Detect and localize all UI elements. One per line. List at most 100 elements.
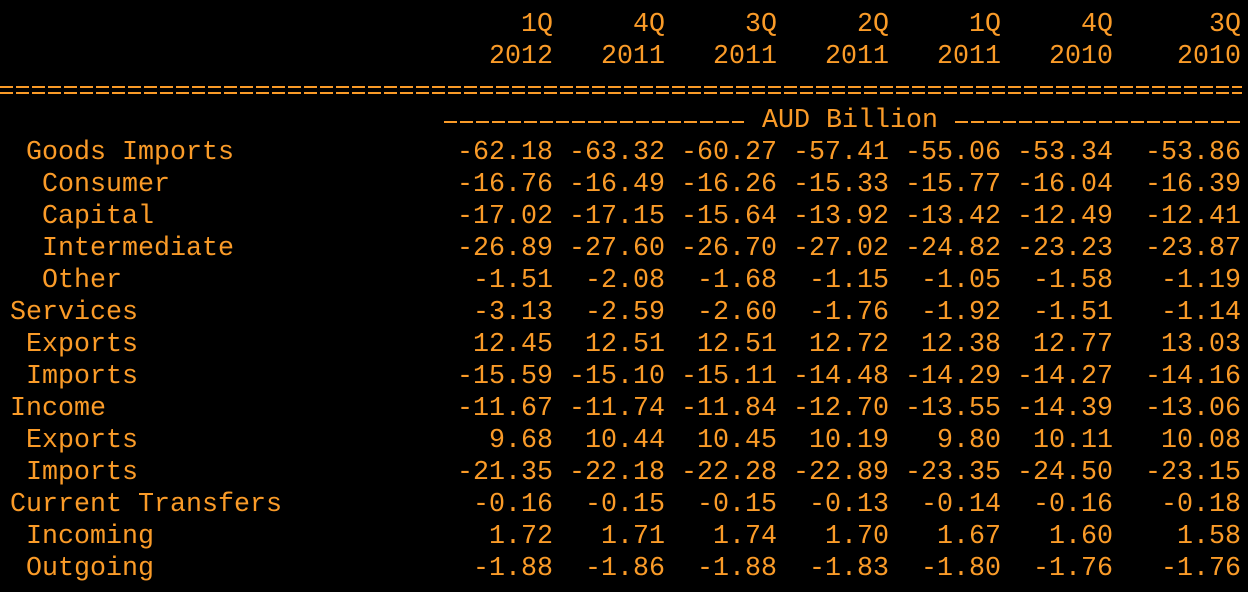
cell-value: -55.06 <box>905 138 1001 168</box>
cell-value: -1.51 <box>473 266 553 296</box>
cell-value: -0.15 <box>697 490 777 520</box>
cell-value: -0.18 <box>1161 490 1241 520</box>
cell-value: -26.70 <box>681 234 777 264</box>
cell-value: -23.15 <box>1145 458 1241 488</box>
double-rule <box>0 86 1242 88</box>
cell-value: -3.13 <box>473 298 553 328</box>
row-label: Incoming <box>26 522 154 552</box>
cell-value: -1.92 <box>921 298 1001 328</box>
cell-value: -1.76 <box>1161 554 1241 584</box>
cell-value: 9.68 <box>489 426 553 456</box>
cell-value: -27.60 <box>569 234 665 264</box>
row-label: Outgoing <box>26 554 154 584</box>
row-label: Imports <box>26 362 138 392</box>
cell-value: -60.27 <box>681 138 777 168</box>
cell-value: -1.05 <box>921 266 1001 296</box>
row-label: Current Transfers <box>10 490 282 520</box>
cell-value: -23.35 <box>905 458 1001 488</box>
cell-value: 1.71 <box>601 522 665 552</box>
cell-value: -62.18 <box>457 138 553 168</box>
column-quarter: 4Q <box>1081 10 1113 40</box>
double-rule <box>0 92 1242 94</box>
cell-value: -22.28 <box>681 458 777 488</box>
cell-value: -11.84 <box>681 394 777 424</box>
cell-value: -0.14 <box>921 490 1001 520</box>
column-quarter: 1Q <box>969 10 1001 40</box>
cell-value: -1.15 <box>809 266 889 296</box>
cell-value: 1.67 <box>937 522 1001 552</box>
cell-value: -11.74 <box>569 394 665 424</box>
cell-value: -12.49 <box>1017 202 1113 232</box>
column-quarter: 1Q <box>521 10 553 40</box>
cell-value: -1.51 <box>1033 298 1113 328</box>
cell-value: -15.59 <box>457 362 553 392</box>
row-label: Imports <box>26 458 138 488</box>
cell-value: -13.92 <box>793 202 889 232</box>
cell-value: -0.16 <box>473 490 553 520</box>
cell-value: 12.72 <box>809 330 889 360</box>
row-label: Capital <box>42 202 154 232</box>
cell-value: -53.86 <box>1145 138 1241 168</box>
cell-value: -14.29 <box>905 362 1001 392</box>
cell-value: -16.26 <box>681 170 777 200</box>
cell-value: -17.02 <box>457 202 553 232</box>
cell-value: -15.77 <box>905 170 1001 200</box>
cell-value: -14.16 <box>1145 362 1241 392</box>
unit-label: AUD Billion <box>762 106 938 136</box>
cell-value: -14.27 <box>1017 362 1113 392</box>
cell-value: -13.42 <box>905 202 1001 232</box>
cell-value: 10.44 <box>585 426 665 456</box>
column-quarter: 4Q <box>633 10 665 40</box>
cell-value: -26.89 <box>457 234 553 264</box>
cell-value: -27.02 <box>793 234 889 264</box>
column-quarter: 3Q <box>745 10 777 40</box>
cell-value: 12.38 <box>921 330 1001 360</box>
cell-value: 1.58 <box>1177 522 1241 552</box>
column-year: 2010 <box>1049 42 1113 72</box>
cell-value: 12.51 <box>697 330 777 360</box>
cell-value: -1.86 <box>585 554 665 584</box>
cell-value: -0.16 <box>1033 490 1113 520</box>
cell-value: -24.50 <box>1017 458 1113 488</box>
cell-value: -1.76 <box>809 298 889 328</box>
cell-value: -12.70 <box>793 394 889 424</box>
row-label: Exports <box>26 330 138 360</box>
cell-value: -22.18 <box>569 458 665 488</box>
cell-value: 10.11 <box>1033 426 1113 456</box>
cell-value: -1.14 <box>1161 298 1241 328</box>
row-label: Exports <box>26 426 138 456</box>
cell-value: -16.76 <box>457 170 553 200</box>
cell-value: -1.19 <box>1161 266 1241 296</box>
cell-value: -24.82 <box>905 234 1001 264</box>
cell-value: -2.08 <box>585 266 665 296</box>
column-quarter: 3Q <box>1209 10 1241 40</box>
column-year: 2012 <box>489 42 553 72</box>
cell-value: -1.88 <box>697 554 777 584</box>
cell-value: -17.15 <box>569 202 665 232</box>
cell-value: 1.70 <box>825 522 889 552</box>
cell-value: -1.68 <box>697 266 777 296</box>
cell-value: -21.35 <box>457 458 553 488</box>
cell-value: 1.60 <box>1049 522 1113 552</box>
cell-value: -1.83 <box>809 554 889 584</box>
cell-value: 1.72 <box>489 522 553 552</box>
cell-value: -57.41 <box>793 138 889 168</box>
column-year: 2010 <box>1177 42 1241 72</box>
row-label: Intermediate <box>42 234 234 264</box>
cell-value: -16.04 <box>1017 170 1113 200</box>
cell-value: 9.80 <box>937 426 1001 456</box>
cell-value: -16.49 <box>569 170 665 200</box>
cell-value: -22.89 <box>793 458 889 488</box>
cell-value: -13.55 <box>905 394 1001 424</box>
column-year: 2011 <box>601 42 665 72</box>
row-label: Consumer <box>42 170 170 200</box>
cell-value: -1.58 <box>1033 266 1113 296</box>
cell-value: -1.88 <box>473 554 553 584</box>
cell-value: -23.87 <box>1145 234 1241 264</box>
cell-value: -0.15 <box>585 490 665 520</box>
cell-value: 10.08 <box>1161 426 1241 456</box>
cell-value: -23.23 <box>1017 234 1113 264</box>
column-year: 2011 <box>825 42 889 72</box>
cell-value: 12.77 <box>1033 330 1113 360</box>
